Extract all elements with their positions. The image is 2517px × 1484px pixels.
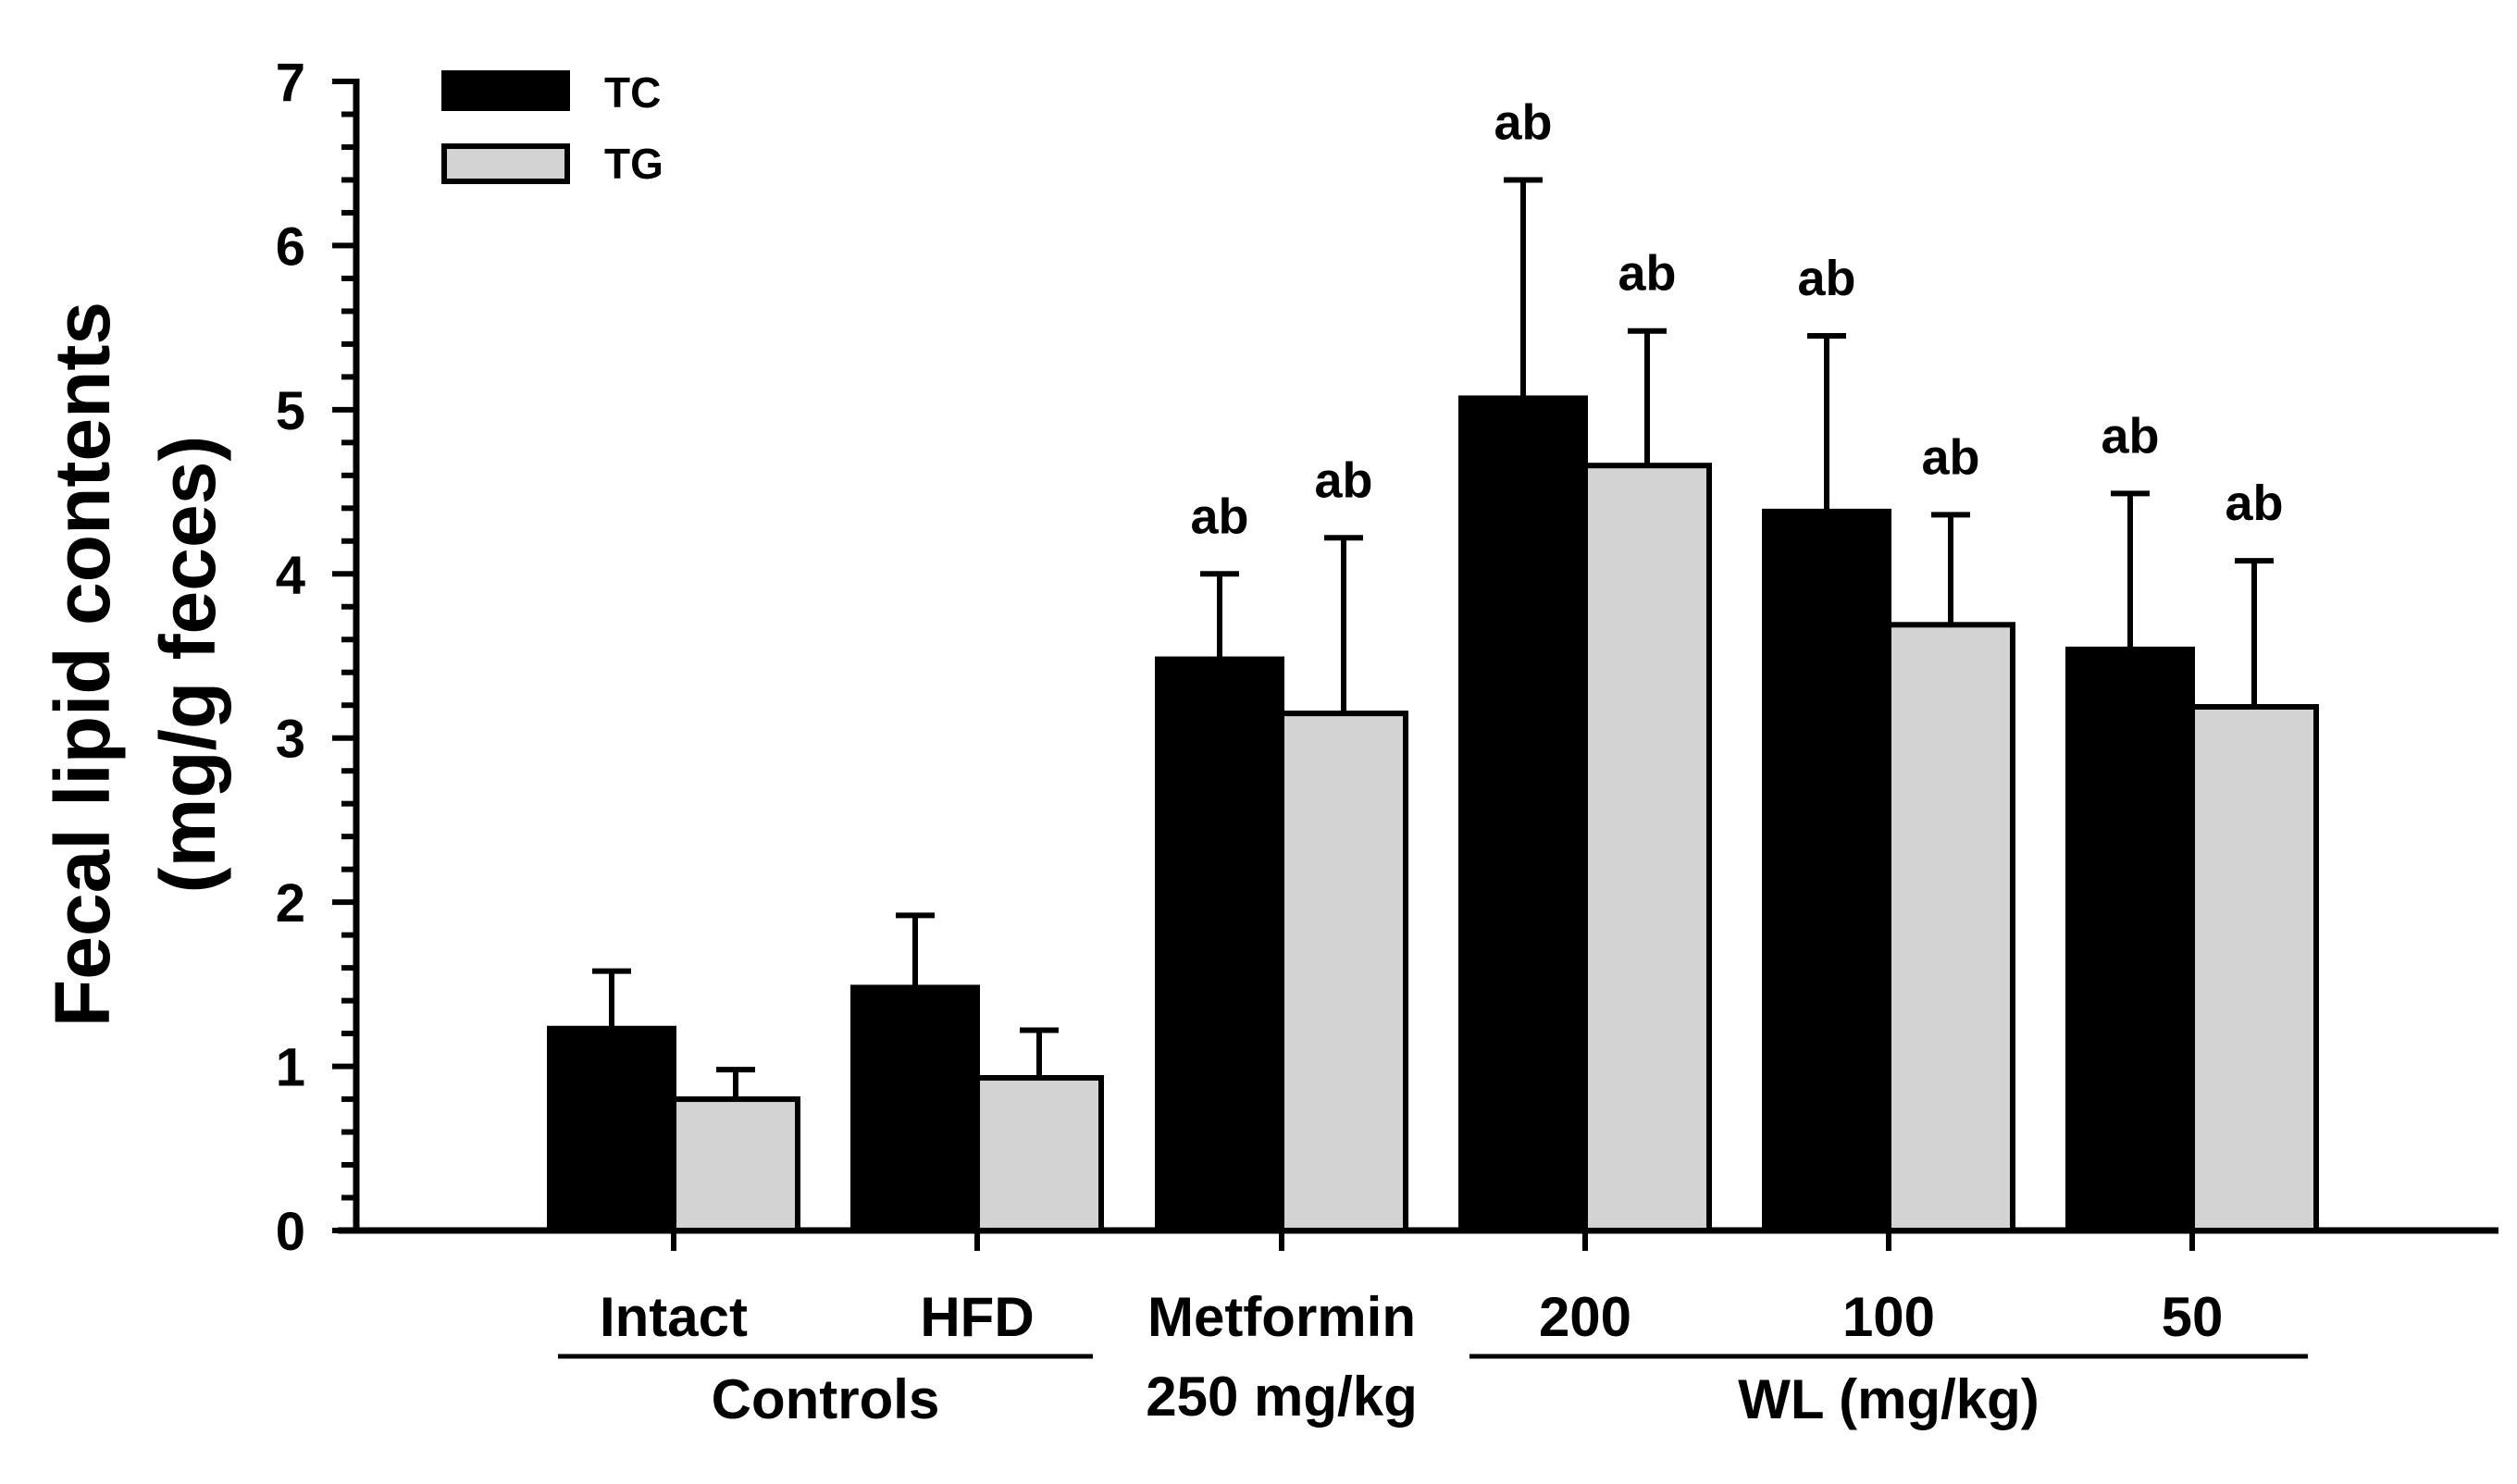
bar-tc bbox=[1762, 508, 1891, 1233]
x-category-label: Intact bbox=[600, 1286, 748, 1348]
bar-tc bbox=[547, 1025, 676, 1233]
x-category-sublabel: 250 mg/kg bbox=[1146, 1366, 1417, 1428]
significance-label: ab bbox=[2101, 408, 2159, 464]
bar-tg bbox=[1582, 463, 1712, 1233]
legend-swatch-tg bbox=[441, 143, 570, 184]
x-category-label: 200 bbox=[1539, 1286, 1631, 1348]
y-tick-label: 4 bbox=[276, 545, 305, 605]
y-tick-label: 5 bbox=[276, 381, 305, 441]
x-category-label: HFD bbox=[920, 1286, 1034, 1348]
error-bars bbox=[592, 177, 2274, 1100]
significance-label: ab bbox=[1494, 94, 1552, 150]
x-category-label: 50 bbox=[2162, 1286, 2224, 1348]
group-label: WL (mg/kg) bbox=[1738, 1368, 2040, 1430]
bar-tc bbox=[1458, 395, 1588, 1233]
significance-label: ab bbox=[1618, 246, 1676, 302]
x-category-label: Metformin bbox=[1147, 1286, 1416, 1348]
y-tick-label: 7 bbox=[276, 53, 305, 113]
bar-tg bbox=[2189, 704, 2319, 1233]
legend-label-tg: TG bbox=[604, 140, 663, 188]
y-tick-label: 2 bbox=[276, 873, 305, 934]
significance-label: ab bbox=[1190, 488, 1248, 544]
bar-tg bbox=[974, 1074, 1104, 1234]
bar-tc bbox=[850, 984, 980, 1234]
significance-label: ab bbox=[2225, 476, 2283, 531]
y-axis-title-line1: Fecal lipid contents bbox=[39, 302, 126, 1027]
bar-tc bbox=[1155, 656, 1284, 1233]
legend: TC TG bbox=[441, 68, 663, 188]
bar-tc bbox=[2065, 646, 2195, 1233]
bar-tg bbox=[1279, 711, 1408, 1233]
y-tick-label: 6 bbox=[276, 216, 305, 277]
significance-label: ab bbox=[1314, 452, 1372, 508]
legend-label-tc: TC bbox=[604, 68, 661, 117]
bars bbox=[547, 395, 2319, 1234]
y-tick-label: 1 bbox=[276, 1038, 305, 1098]
y-axis-title-line2: (mg/g feces) bbox=[144, 436, 231, 894]
group-label: Controls bbox=[712, 1368, 940, 1430]
significance-label: ab bbox=[1797, 251, 1855, 306]
bar-tg bbox=[1886, 622, 2015, 1233]
x-category-label: 100 bbox=[1842, 1286, 1935, 1348]
significance-label: ab bbox=[1921, 429, 1979, 485]
labels: 0 1 2 3 4 5 6 7 ab ab ab ab ab ab ab ab Intact HFD Metform… bbox=[276, 53, 2284, 1430]
bar-tg bbox=[671, 1096, 800, 1233]
y-tick-label: 0 bbox=[276, 1202, 305, 1262]
y-tick-label: 3 bbox=[276, 710, 305, 770]
legend-swatch-tc bbox=[441, 70, 570, 111]
